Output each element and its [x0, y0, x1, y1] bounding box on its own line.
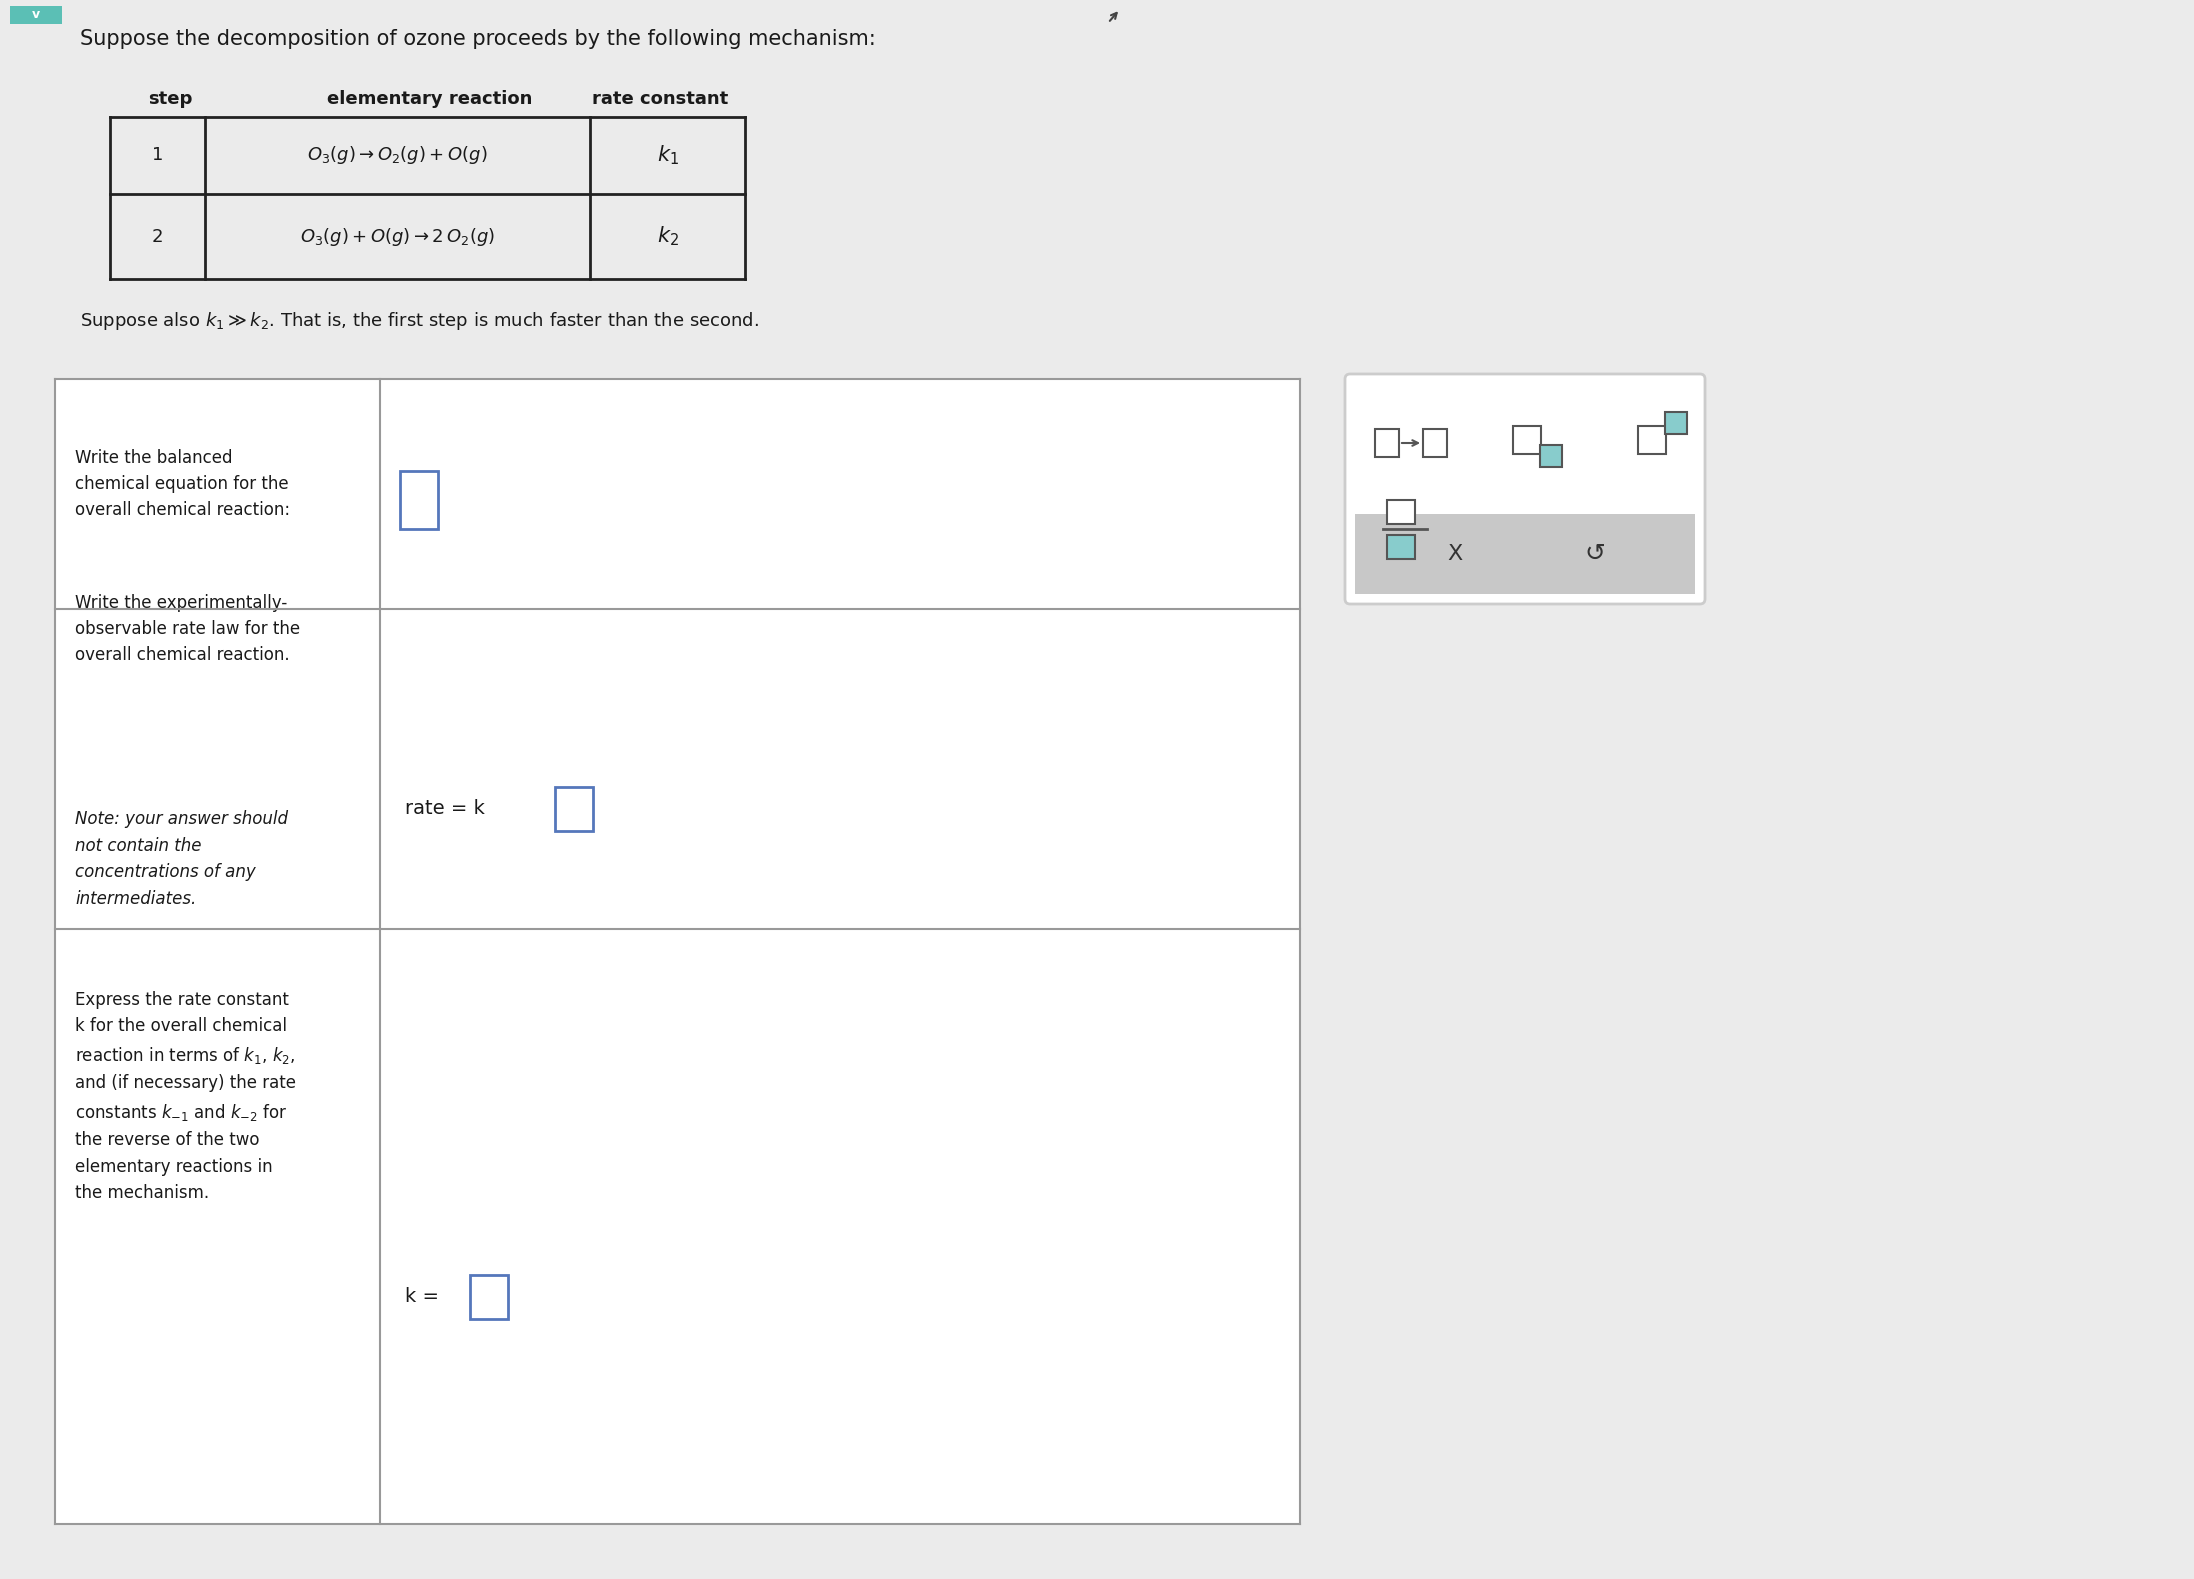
Text: 2: 2 [151, 227, 162, 245]
Text: X: X [1448, 545, 1463, 564]
FancyBboxPatch shape [1639, 426, 1665, 455]
FancyBboxPatch shape [1387, 501, 1415, 524]
Text: $O_3(g) + O(g) \rightarrow 2\,O_2(g)$: $O_3(g) + O(g) \rightarrow 2\,O_2(g)$ [301, 226, 496, 248]
FancyBboxPatch shape [55, 379, 1301, 1524]
FancyBboxPatch shape [555, 786, 592, 831]
Text: step: step [147, 90, 193, 107]
Text: $k_2$: $k_2$ [656, 224, 678, 248]
Text: Suppose also $k_1 \gg k_2$. That is, the first step is much faster than the seco: Suppose also $k_1 \gg k_2$. That is, the… [79, 309, 759, 332]
Text: Express the rate constant
k for the overall chemical
reaction in terms of $k_1$,: Express the rate constant k for the over… [75, 992, 296, 1202]
Text: $k_1$: $k_1$ [656, 144, 678, 167]
FancyBboxPatch shape [1387, 535, 1415, 559]
Text: $O_3(g) \rightarrow O_2(g) + O(g)$: $O_3(g) \rightarrow O_2(g) + O(g)$ [307, 145, 487, 166]
FancyBboxPatch shape [1356, 515, 1696, 594]
FancyBboxPatch shape [1665, 412, 1687, 434]
Text: k =: k = [406, 1287, 445, 1306]
Text: Write the balanced
chemical equation for the
overall chemical reaction:: Write the balanced chemical equation for… [75, 448, 290, 519]
FancyBboxPatch shape [1376, 429, 1400, 456]
Text: ↺: ↺ [1584, 542, 1606, 565]
Text: Suppose the decomposition of ozone proceeds by the following mechanism:: Suppose the decomposition of ozone proce… [79, 28, 875, 49]
Text: rate constant: rate constant [592, 90, 728, 107]
Text: Write the experimentally-
observable rate law for the
overall chemical reaction.: Write the experimentally- observable rat… [75, 594, 301, 665]
Text: rate = k: rate = k [406, 799, 491, 818]
FancyBboxPatch shape [470, 1274, 509, 1318]
Text: v: v [33, 8, 39, 22]
FancyBboxPatch shape [11, 6, 61, 24]
FancyBboxPatch shape [1514, 426, 1540, 455]
Text: elementary reaction: elementary reaction [327, 90, 533, 107]
Text: Note: your answer should
not contain the
concentrations of any
intermediates.: Note: your answer should not contain the… [75, 810, 287, 908]
FancyBboxPatch shape [399, 471, 439, 529]
FancyBboxPatch shape [1345, 374, 1705, 605]
Text: 1: 1 [151, 147, 162, 164]
FancyBboxPatch shape [1540, 445, 1562, 467]
FancyBboxPatch shape [1424, 429, 1448, 456]
